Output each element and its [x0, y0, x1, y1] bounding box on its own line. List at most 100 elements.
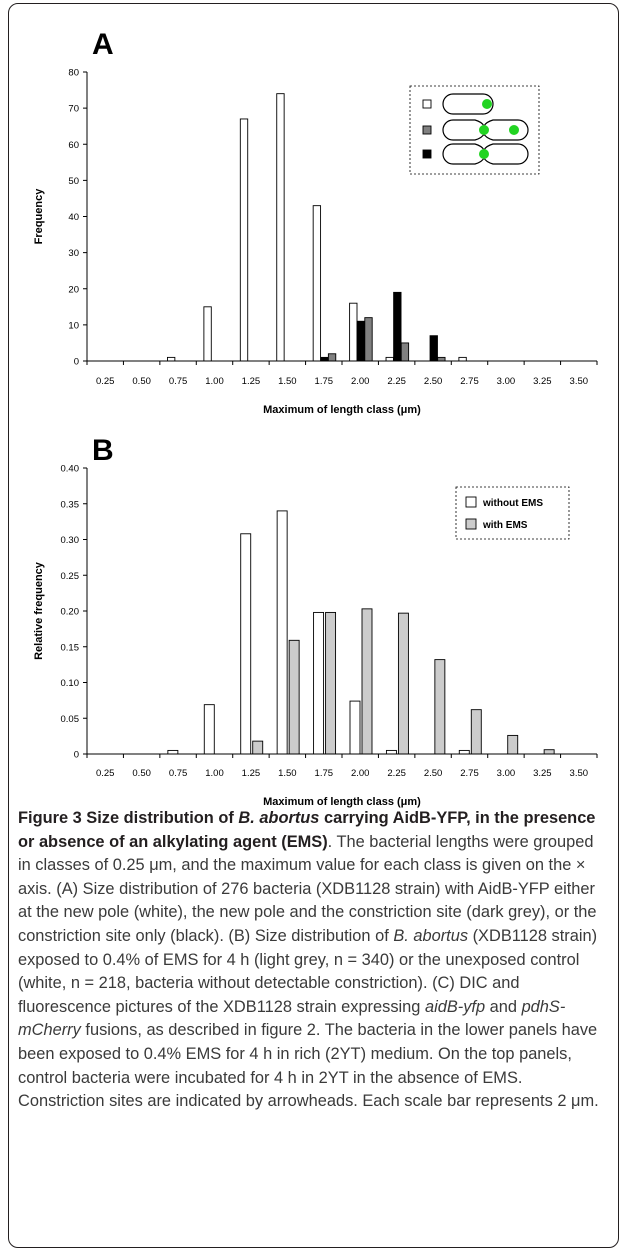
legend-swatch	[465, 496, 477, 508]
legend-box	[455, 486, 570, 540]
bar	[327, 353, 337, 362]
y-tick-label: 0	[74, 357, 79, 368]
x-tick-label: 0.50	[132, 376, 151, 387]
x-tick-label: 2.25	[387, 376, 406, 387]
x-tick-label: 2.00	[351, 376, 370, 387]
x-tick-label: 0.75	[169, 376, 188, 387]
y-tick-label: 0.20	[61, 607, 80, 618]
bar	[349, 700, 361, 755]
bar	[356, 320, 366, 362]
x-tick-label: 1.00	[205, 376, 224, 387]
bar	[252, 740, 264, 755]
y-tick-label: 0.30	[61, 535, 80, 546]
x-tick-label: 3.25	[533, 768, 552, 779]
x-tick-label: 1.75	[315, 768, 334, 779]
legend-swatch	[422, 99, 432, 109]
pole-focus-dot	[509, 125, 519, 135]
bar	[364, 317, 373, 362]
bar	[393, 291, 402, 362]
caption-title-italic: B. abortus	[238, 809, 320, 827]
bar	[543, 749, 555, 755]
caption-title-period: .	[327, 832, 333, 851]
caption-body-part: and	[485, 997, 522, 1016]
caption-body-italic: aidB-yfp	[424, 997, 486, 1016]
legend	[409, 85, 540, 175]
legend-swatch	[422, 149, 432, 159]
y-tick-label: 60	[68, 140, 79, 151]
legend-swatch	[465, 518, 477, 530]
x-tick-label: 1.25	[242, 376, 261, 387]
bar	[458, 356, 467, 362]
bar	[434, 659, 446, 755]
y-tick-label: 40	[68, 212, 79, 223]
x-tick-label: 3.00	[497, 768, 516, 779]
bar	[397, 612, 409, 755]
y-tick-label: 0.05	[61, 714, 80, 725]
bar	[203, 306, 212, 362]
bar	[349, 302, 358, 362]
bar	[429, 335, 438, 362]
bar	[458, 749, 470, 755]
bar	[507, 734, 519, 755]
x-tick-label: 3.00	[497, 376, 516, 387]
figure-caption: Figure 3 Size distribution of B. abortus…	[18, 807, 608, 1114]
y-tick-label: 0.35	[61, 499, 80, 510]
y-tick-label: 30	[68, 248, 79, 259]
x-tick-label: 3.50	[570, 768, 589, 779]
bar	[276, 510, 288, 755]
x-tick-label: 0.25	[96, 376, 115, 387]
y-tick-label: 50	[68, 176, 79, 187]
caption-title-part: carrying AidB-YFP, in the presence or ab…	[18, 809, 596, 851]
x-axis-title: Maximum of length class (μm)	[263, 796, 421, 808]
x-tick-label: 2.75	[460, 768, 479, 779]
x-tick-label: 1.25	[242, 768, 261, 779]
caption-body-part: (XDB1128 strain) exposed to 0.4% of EMS …	[18, 926, 598, 1016]
bar	[313, 611, 325, 755]
chart-b: 0 0.05 0.10 0.15 0.20 0.25 0.30 0.35 0.40 0.25 0.5…	[33, 464, 598, 808]
constriction-focus-dot	[479, 125, 489, 135]
bar	[167, 356, 176, 362]
bar	[167, 749, 179, 755]
caption-body-italic: pdhS-mCherry	[18, 997, 566, 1040]
bar	[385, 356, 394, 362]
caption-title-part: Figure 3 Size distribution of	[18, 809, 239, 827]
x-tick-label: 2.25	[387, 768, 406, 779]
chart-a: 0 10 20 30 40 50 60 70 80 0.25 0.50 0.75 1.00 1.25 1.5…	[33, 68, 598, 416]
pole-focus-dot	[482, 99, 492, 109]
bar	[437, 356, 446, 362]
bar	[288, 639, 300, 755]
x-tick-label: 2.00	[351, 768, 370, 779]
y-tick-label: 80	[68, 68, 79, 79]
y-tick-label: 10	[68, 320, 79, 331]
y-tick-label: 70	[68, 104, 79, 115]
x-axis-title: Maximum of length class (μm)	[263, 404, 421, 416]
x-tick-label: 0.25	[96, 768, 115, 779]
legend: without EMS with EMS	[455, 486, 570, 540]
x-tick-label: 3.25	[533, 376, 552, 387]
constriction-focus-dot	[479, 149, 489, 159]
bar	[400, 342, 410, 362]
y-tick-label: 0	[74, 750, 79, 761]
caption-body-part: fusions, as described in figure 2. The b…	[18, 1021, 599, 1111]
bar	[385, 749, 397, 755]
bar	[470, 709, 482, 755]
legend-label: with EMS	[482, 520, 528, 531]
x-tick-label: 1.50	[278, 768, 297, 779]
y-tick-label: 0.25	[61, 571, 80, 582]
y-tick-label: 0.40	[61, 464, 80, 475]
y-axis-title: Relative frequency	[33, 561, 45, 660]
bar	[240, 533, 252, 755]
y-tick-label: 0.15	[61, 642, 80, 653]
panel-label-b: B	[92, 434, 114, 467]
bar	[320, 356, 329, 362]
caption-body-italic: B. abortus	[393, 926, 469, 945]
x-tick-label: 1.50	[278, 376, 297, 387]
bar	[312, 205, 322, 362]
x-tick-label: 0.75	[169, 768, 188, 779]
x-tick-label: 2.50	[424, 376, 443, 387]
x-tick-label: 2.75	[460, 376, 479, 387]
bar	[361, 608, 373, 755]
y-axis-title: Frequency	[33, 188, 45, 245]
bar	[325, 611, 337, 755]
x-tick-label: 3.50	[570, 376, 589, 387]
